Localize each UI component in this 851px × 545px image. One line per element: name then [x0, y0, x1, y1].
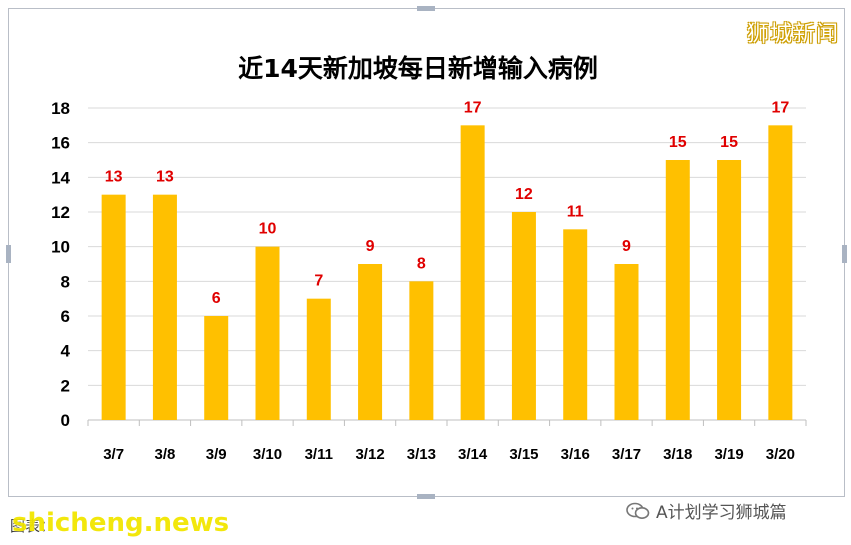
y-axis-ticks: 0 2 4 6 8 10 12 14 16 18 [51, 99, 70, 430]
bars [101, 125, 793, 420]
bar [101, 194, 126, 420]
y-tick-label: 18 [51, 99, 70, 118]
data-label: 10 [259, 221, 277, 238]
y-tick-label: 14 [51, 168, 70, 187]
gridlines [87, 107, 807, 426]
bar [152, 194, 177, 420]
data-label: 17 [464, 99, 482, 116]
data-labels: 13 13 6 10 7 9 8 17 12 11 9 15 15 17 [105, 99, 790, 307]
x-tick-label: 3/12 [355, 446, 384, 463]
x-tick-label: 3/19 [714, 446, 743, 463]
x-tick-label: 3/17 [612, 446, 641, 463]
x-axis-ticks: 3/7 3/8 3/9 3/10 3/11 3/12 3/13 3/14 3/15 3/16 3/1… [103, 446, 795, 463]
bar [717, 160, 742, 420]
data-label: 17 [771, 99, 789, 116]
data-label: 9 [366, 238, 375, 255]
resize-handle-top[interactable] [417, 6, 435, 11]
data-label: 11 [567, 203, 584, 220]
chart-title: 近14天新加坡每日新增输入病例 [238, 54, 598, 83]
y-tick-label: 6 [61, 307, 70, 326]
bar [204, 316, 229, 420]
x-tick-label: 3/15 [509, 446, 538, 463]
bar [511, 212, 536, 420]
source-line: 图表： [10, 515, 55, 536]
data-label: 15 [720, 134, 738, 151]
bar [665, 160, 690, 420]
data-label: 9 [622, 238, 631, 255]
x-tick-label: 3/20 [766, 446, 795, 463]
y-tick-label: 0 [61, 411, 70, 430]
x-tick-label: 3/10 [253, 446, 282, 463]
data-label: 8 [417, 255, 426, 272]
x-tick-label: 3/9 [206, 446, 227, 463]
resize-handle-bottom[interactable] [417, 494, 435, 499]
wechat-icon [626, 502, 650, 519]
watermark-logo-text: 狮城新闻 [746, 22, 839, 47]
source-prefix: 图表： [10, 517, 56, 535]
bar [614, 264, 639, 420]
x-tick-label: 3/8 [154, 446, 175, 463]
x-tick-label: 3/11 [305, 446, 333, 463]
x-tick-label: 3/16 [561, 446, 590, 463]
data-label: 6 [212, 290, 221, 307]
site-watermark: shicheng.news [12, 508, 230, 538]
bar [409, 281, 434, 420]
bar [460, 125, 485, 420]
y-tick-label: 12 [51, 203, 70, 222]
bar [358, 264, 383, 420]
resize-handle-right[interactable] [842, 245, 847, 263]
y-tick-label: 10 [51, 238, 70, 257]
y-tick-label: 2 [61, 376, 70, 395]
x-tick-label: 3/14 [458, 446, 488, 463]
bar [563, 229, 588, 420]
bar [255, 246, 280, 420]
data-label: 7 [314, 273, 323, 290]
data-label: 12 [515, 186, 533, 203]
x-tick-label: 3/13 [407, 446, 436, 463]
y-tick-label: 16 [51, 134, 70, 153]
bar [768, 125, 793, 420]
wechat-account-mark: A计划学习狮城篇 [626, 498, 787, 523]
y-tick-label: 8 [61, 272, 70, 291]
x-tick-label: 3/7 [103, 446, 124, 463]
resize-handle-left[interactable] [6, 245, 11, 263]
wechat-account-name: A计划学习狮城篇 [656, 503, 787, 523]
y-tick-label: 4 [61, 342, 71, 361]
data-label: 13 [105, 169, 123, 186]
x-tick-label: 3/18 [663, 446, 692, 463]
data-label: 13 [156, 169, 174, 186]
bar [306, 298, 331, 420]
data-label: 15 [669, 134, 687, 151]
